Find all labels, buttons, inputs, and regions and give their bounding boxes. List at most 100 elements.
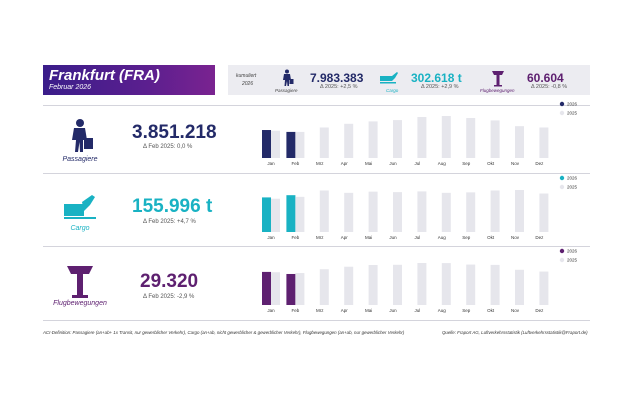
x-tick-label: Okt [487, 161, 495, 166]
legend-label-2025: 2025 [567, 185, 578, 190]
kum-cargo-label: Cargo [386, 88, 399, 93]
bar-2026-feb [286, 131, 296, 158]
kum-movements-value: 60.604 [527, 71, 564, 85]
passengers-label: Passagiere [62, 156, 98, 163]
legend-swatch-2026 [559, 175, 565, 181]
x-tick-label: Dez [535, 308, 544, 313]
bar-2025-sep [466, 118, 476, 158]
bar-2025-feb [295, 196, 305, 232]
x-tick-label: Sep [462, 308, 471, 313]
x-tick-label: Mai [365, 235, 372, 240]
bar-2025-sep [466, 192, 476, 232]
bar-2025-dez [539, 271, 549, 305]
bar-2025-jul [417, 263, 427, 305]
bar-2025-jun [393, 192, 402, 232]
x-tick-label: Aug [438, 235, 447, 240]
control-tower-icon [492, 71, 504, 87]
movements-chart: Jan Feb Mrz Apr Mai Jun Jul Aug Sep Okt Nov Dez 2026… [262, 248, 578, 313]
separator [43, 320, 590, 321]
legend-label-2025: 2025 [567, 258, 578, 263]
bar-2025-jun [393, 120, 402, 158]
x-tick-label: Nov [511, 308, 520, 313]
bar-2025-feb [295, 131, 305, 158]
x-tick-label: Apr [341, 161, 349, 166]
cargo-plane-icon [380, 72, 398, 84]
bar-2025-mrz [319, 190, 329, 232]
kum-cargo-delta: Δ 2025: +2,9 % [421, 84, 459, 90]
bar-2025-okt [490, 190, 500, 232]
x-tick-label: Jul [415, 308, 421, 313]
page-title: Frankfurt (FRA) [49, 67, 160, 84]
passengers-delta: Δ Feb 2025: 0,0 % [143, 144, 193, 150]
cumulative-year: 2026 [242, 81, 254, 87]
bar-2025-okt [490, 120, 500, 158]
bar-2025-jul [417, 191, 427, 232]
legend-swatch-2025 [559, 110, 565, 116]
x-tick-label: Jan [267, 235, 275, 240]
legend-label-2026: 2026 [567, 102, 578, 107]
x-tick-label: Aug [438, 161, 447, 166]
bar-2025-apr [344, 123, 354, 158]
bar-2026-jan [262, 197, 271, 232]
control-tower-icon [67, 266, 93, 298]
bar-2025-dez [539, 193, 549, 232]
bar-2025-aug [441, 116, 451, 158]
cargo-value: 155.996 t [132, 196, 213, 217]
x-tick-label: Sep [462, 235, 471, 240]
x-tick-label: Feb [292, 161, 300, 166]
x-tick-label: Feb [292, 308, 300, 313]
bar-2025-aug [441, 192, 451, 232]
x-tick-label: Sep [462, 161, 471, 166]
legend-swatch-2025 [559, 257, 565, 263]
kum-cargo-value: 302.618 t [411, 71, 462, 85]
x-tick-label: Jun [389, 308, 397, 313]
kum-passengers-delta: Δ 2025: +2,5 % [320, 84, 358, 90]
x-tick-label: Apr [341, 235, 349, 240]
x-tick-label: Mai [365, 161, 372, 166]
x-tick-label: Jun [389, 161, 397, 166]
cargo-label: Cargo [70, 225, 90, 232]
x-tick-label: Nov [511, 161, 520, 166]
traveler-icon [283, 69, 294, 86]
x-tick-label: Jan [267, 308, 275, 313]
bar-2026-jan [262, 271, 271, 305]
legend-swatch-2026 [559, 101, 565, 107]
cumulative-panel: kumuliert 2026 Passagiere 7.983.383 Δ 20… [228, 65, 590, 95]
x-tick-label: Mrz [316, 161, 324, 166]
x-tick-label: Jan [267, 161, 275, 166]
legend-swatch-2026 [559, 248, 565, 254]
footer-definition: ACI-Definition: Passagiere (an+ab+ 1x Tr… [43, 330, 405, 335]
x-tick-label: Feb [292, 235, 300, 240]
bar-2025-okt [490, 264, 500, 305]
passengers-chart: Jan Feb Mrz Apr Mai Jun Jul Aug Sep Okt Nov Dez 2026… [262, 101, 578, 166]
cargo-plane-icon [64, 195, 96, 219]
bar-2025-mai [368, 121, 378, 158]
bar-2026-feb [286, 273, 296, 305]
x-tick-label: Okt [487, 235, 495, 240]
x-tick-label: Okt [487, 308, 495, 313]
bar-2025-aug [441, 263, 451, 305]
cargo-chart: Jan Feb Mrz Apr Mai Jun Jul Aug Sep Okt Nov Dez 2026… [262, 175, 578, 240]
bar-2025-sep [466, 264, 476, 305]
x-tick-label: Aug [438, 308, 447, 313]
bar-2025-feb [295, 273, 305, 305]
x-tick-label: Jul [415, 235, 421, 240]
cumulative-label: kumuliert [236, 73, 257, 79]
bar-2025-apr [344, 266, 354, 305]
bar-2025-dez [539, 127, 549, 158]
kum-passengers-label: Passagiere [275, 88, 298, 93]
legend-swatch-2025 [559, 184, 565, 190]
bar-2026-jan [262, 130, 271, 158]
movements-delta: Δ Feb 2025: -2,9 % [143, 294, 195, 300]
bar-2025-mai [368, 191, 378, 232]
legend-label-2026: 2026 [567, 176, 578, 181]
kum-movements-delta: Δ 2025: -0,8 % [531, 84, 568, 90]
legend-label-2026: 2026 [567, 249, 578, 254]
x-tick-label: Jun [389, 235, 397, 240]
kum-movements-label: Flugbewegungen [480, 88, 515, 93]
bar-2025-mrz [319, 269, 329, 305]
kum-passengers-value: 7.983.383 [310, 71, 364, 85]
x-tick-label: Mrz [316, 308, 324, 313]
passengers-value: 3.851.218 [132, 122, 217, 143]
bar-2025-mai [368, 265, 378, 305]
